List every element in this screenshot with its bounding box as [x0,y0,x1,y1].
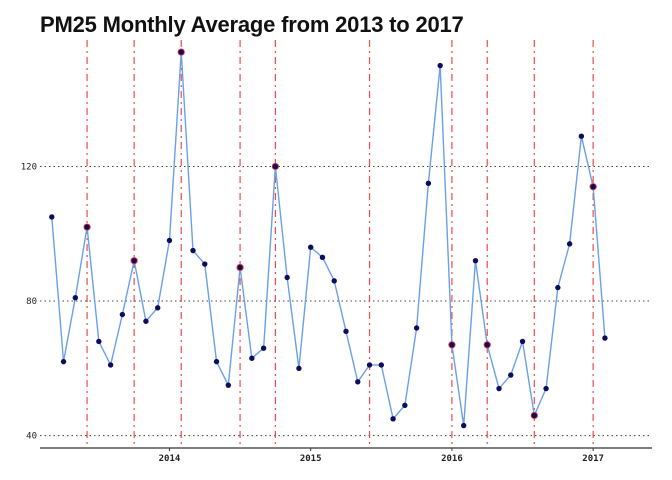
data-point-2016-09 [543,385,549,392]
data-point-2016-05 [496,385,502,392]
data-point-2016-06 [508,372,514,378]
data-point-2016-01 [449,342,455,348]
data-point-2013-04 [60,358,67,365]
data-point-2013-08 [107,362,114,368]
x-axis [40,447,652,451]
data-point-2014-03 [190,247,196,254]
y-tick-label-40: 40 [26,432,37,442]
series-line-pm25 [51,51,606,427]
data-point-2015-09 [402,402,408,409]
data-point-2014-12 [296,365,302,372]
data-point-2014-07 [237,264,243,271]
data-point-2015-07 [378,362,385,368]
data-point-2013-07 [96,338,102,345]
data-point-2013-06 [84,224,90,230]
data-points [49,48,608,429]
data-point-2014-01 [166,237,173,244]
data-point-2013-10 [131,257,137,264]
data-point-2016-03 [472,257,479,264]
data-point-2014-09 [260,345,267,351]
data-point-2015-04 [343,328,349,335]
data-point-2015-02 [319,254,326,261]
data-point-2015-01 [307,244,314,250]
data-point-2016-07 [519,338,526,345]
highlight-vertical-lines [86,40,594,448]
data-point-2015-05 [355,379,361,385]
data-point-2015-12 [437,62,443,69]
data-point-2016-11 [566,241,573,247]
data-point-2015-10 [413,325,420,331]
data-point-2013-11 [143,318,149,324]
data-point-2016-10 [555,284,561,291]
data-point-2015-06 [366,362,373,368]
y-tick-label-80: 80 [26,297,37,307]
data-point-2017-01 [590,183,596,190]
data-point-2014-10 [272,163,279,170]
data-point-2014-08 [249,355,255,361]
data-point-2015-03 [331,278,337,284]
data-point-2016-02 [460,422,467,429]
x-tick-label-2017: 2017 [582,454,604,464]
data-point-2013-12 [154,305,161,311]
data-point-2013-09 [119,311,126,318]
x-tick-label-2015: 2015 [300,454,322,464]
data-point-2016-04 [484,342,490,348]
data-point-2014-05 [213,358,220,365]
data-point-2014-11 [284,274,290,281]
data-point-2015-08 [390,416,396,422]
chart-title: PM25 Monthly Average from 2013 to 2017 [40,12,464,37]
data-point-2014-06 [225,382,232,388]
data-point-2016-08 [531,412,538,419]
x-tick-label-2014: 2014 [159,454,181,464]
series-line [51,51,606,427]
data-point-2014-04 [202,261,208,267]
x-tick-label-2016: 2016 [441,454,463,464]
data-point-2013-03 [49,214,55,220]
y-tick-label-120: 120 [21,162,37,172]
data-point-2017-02 [602,335,608,341]
grid-lines [40,165,652,437]
data-point-2014-02 [178,49,184,55]
tick-labels: 40 80 120 2014 2015 2016 2017 [21,162,604,464]
data-point-2015-11 [425,180,432,187]
data-point-2016-12 [578,133,585,139]
data-point-2013-05 [72,294,79,301]
